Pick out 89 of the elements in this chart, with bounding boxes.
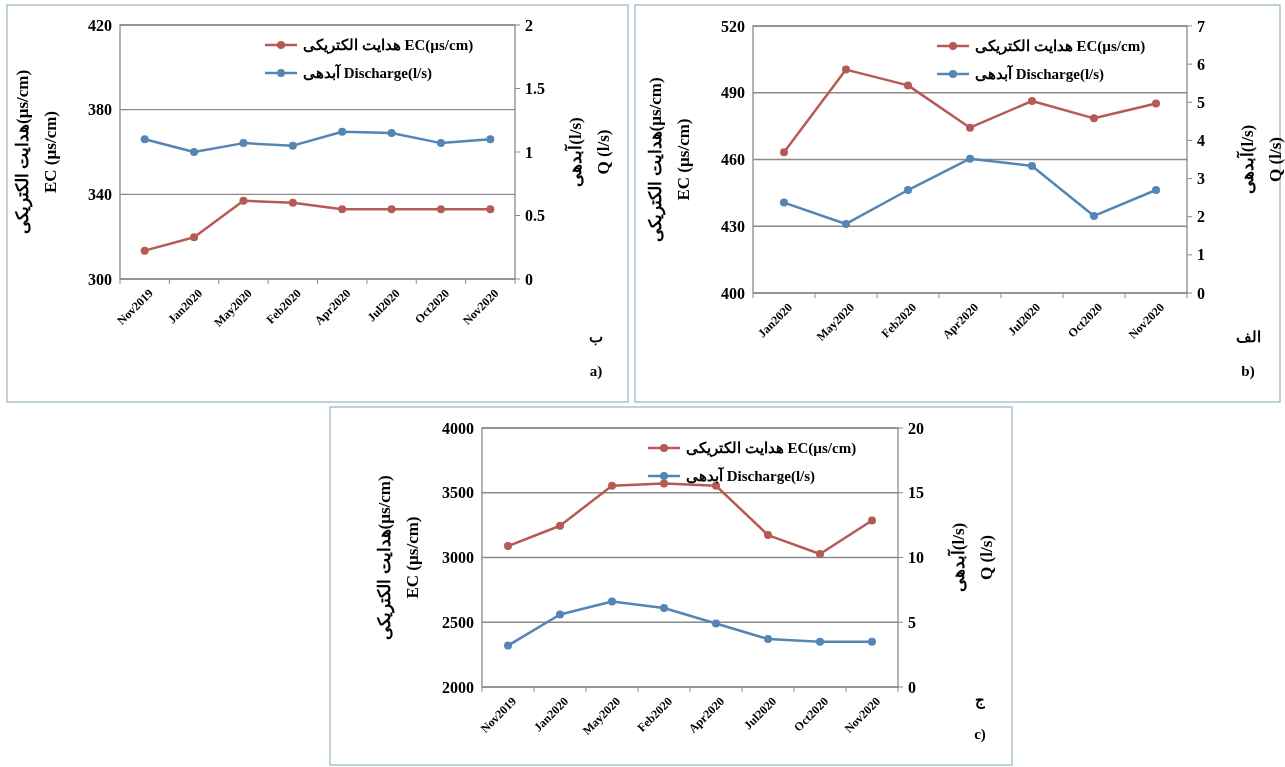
y-tick-label: 3000 — [442, 549, 474, 567]
point — [140, 135, 149, 144]
point — [556, 610, 564, 619]
legend-label: آبدهی Discharge(l/s) — [975, 64, 1105, 84]
point — [288, 141, 297, 150]
point — [904, 186, 912, 195]
y-tick-label: 400 — [721, 284, 745, 302]
point — [1152, 99, 1160, 108]
point — [608, 481, 616, 490]
y2-tick-label: 2 — [1197, 208, 1205, 226]
y-tick-label: 460 — [721, 151, 745, 169]
legend-label: هدایت الکتریکی EC(µs/cm) — [975, 38, 1146, 56]
point — [966, 123, 974, 132]
y2-tick-label: 0 — [525, 270, 533, 288]
y-tick-label: 430 — [721, 217, 745, 235]
point — [816, 550, 824, 558]
y-tick-label: 2500 — [442, 613, 474, 631]
text: ج — [975, 692, 985, 709]
text: ب — [589, 329, 603, 346]
y-tick-label: 4000 — [442, 419, 474, 437]
y2-tick-label: 5 — [1197, 93, 1205, 111]
text: c) — [974, 726, 986, 743]
point — [868, 637, 876, 646]
point — [556, 521, 564, 530]
y-tick-label: 2000 — [442, 678, 474, 696]
point — [486, 205, 495, 214]
point — [764, 531, 772, 540]
point — [1028, 161, 1036, 170]
point — [387, 205, 396, 214]
point — [338, 205, 347, 214]
y-tick-label: 490 — [721, 84, 745, 102]
point — [660, 604, 668, 613]
point — [764, 635, 772, 644]
y2-tick-label: 7 — [1197, 17, 1205, 35]
y2-tick-label: 10 — [908, 549, 924, 567]
y-tick-label: 300 — [88, 270, 112, 288]
y2-tick-label: 3 — [1197, 170, 1205, 188]
y-tick-label: 520 — [721, 17, 745, 35]
point — [1028, 96, 1036, 105]
point — [239, 139, 248, 148]
point — [842, 65, 850, 74]
point — [387, 128, 396, 137]
point — [660, 479, 668, 488]
point — [1090, 114, 1098, 123]
point — [966, 154, 974, 163]
y2-tick-label: 20 — [908, 419, 924, 437]
y2-tick-label: 2 — [525, 16, 533, 34]
y2-tick-label: 5 — [908, 613, 916, 631]
y2-tick-label: 0 — [908, 678, 916, 696]
y2-tick-label: 0 — [1197, 284, 1205, 302]
point — [338, 127, 347, 136]
y2-tick-label: 1.5 — [525, 80, 545, 98]
point — [780, 148, 788, 157]
y-tick-label: 380 — [88, 101, 112, 119]
point — [140, 246, 149, 255]
point — [712, 619, 720, 628]
point — [486, 135, 495, 144]
y2-tick-label: 4 — [1197, 132, 1205, 150]
y2-tick-label: 0.5 — [525, 207, 545, 225]
y2-tick-label: 15 — [908, 484, 924, 502]
y2-tick-label: 6 — [1197, 55, 1205, 73]
text: الف — [1235, 329, 1261, 345]
point — [868, 516, 876, 525]
point — [842, 219, 850, 228]
legend-label: هدایت الکتریکی EC(µs/cm) — [686, 440, 857, 458]
point — [190, 148, 199, 156]
text: a) — [589, 363, 603, 380]
y2-tick-label: 1 — [525, 143, 533, 161]
point — [904, 81, 912, 90]
point — [288, 198, 297, 207]
point — [780, 198, 788, 207]
y-tick-label: 340 — [88, 185, 112, 203]
y-tick-label: 3500 — [442, 484, 474, 502]
point — [436, 139, 445, 148]
point — [504, 641, 512, 650]
y-tick-label: 420 — [88, 16, 112, 34]
point — [239, 196, 248, 205]
point — [190, 233, 199, 242]
point — [816, 637, 824, 646]
legend-label: هدایت الکتریکی EC(µs/cm) — [303, 37, 474, 55]
point — [608, 597, 616, 606]
point — [504, 542, 512, 551]
point — [436, 205, 445, 214]
legend-label: آبدهی Discharge(l/s) — [303, 63, 433, 83]
text: b) — [1241, 363, 1255, 380]
y2-tick-label: 1 — [1197, 246, 1205, 264]
point — [1090, 211, 1098, 220]
point — [1152, 186, 1160, 195]
legend-label: آبدهی Discharge(l/s) — [686, 466, 816, 486]
